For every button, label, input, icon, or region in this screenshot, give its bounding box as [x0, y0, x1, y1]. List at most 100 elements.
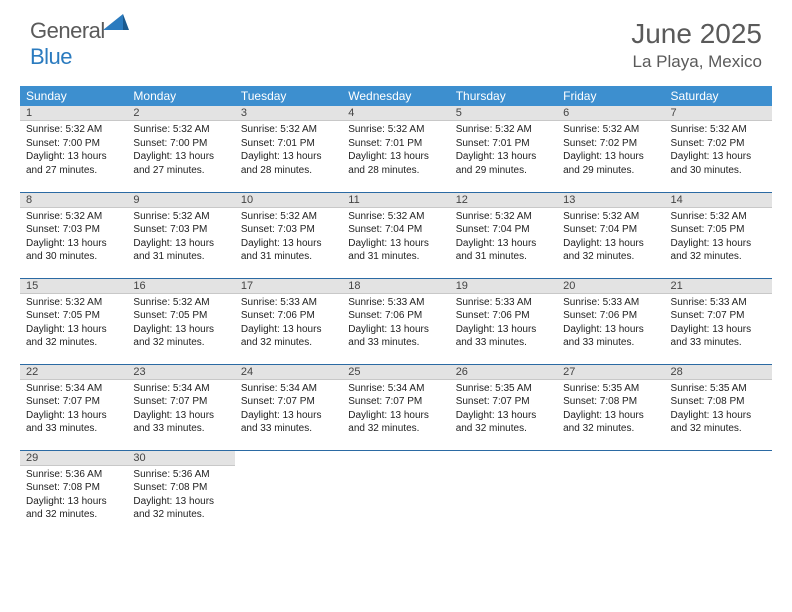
calendar-day-cell: 16Sunrise: 5:32 AMSunset: 7:05 PMDayligh… [127, 278, 234, 364]
sunset-line: Sunset: 7:07 PM [26, 395, 121, 409]
calendar-day-cell: 14Sunrise: 5:32 AMSunset: 7:05 PMDayligh… [665, 192, 772, 278]
sunset-line: Sunset: 7:05 PM [671, 223, 766, 237]
daylight-line: Daylight: 13 hours and 33 minutes. [241, 409, 336, 436]
weekday-header: Thursday [450, 86, 557, 106]
sunset-line: Sunset: 7:05 PM [26, 309, 121, 323]
weekday-header: Saturday [665, 86, 772, 106]
day-number: 17 [235, 279, 342, 294]
calendar-day-cell: 8Sunrise: 5:32 AMSunset: 7:03 PMDaylight… [20, 192, 127, 278]
sunrise-line: Sunrise: 5:36 AM [133, 468, 228, 482]
sunset-line: Sunset: 7:06 PM [456, 309, 551, 323]
weekday-header: Sunday [20, 86, 127, 106]
sunset-line: Sunset: 7:03 PM [241, 223, 336, 237]
sunrise-line: Sunrise: 5:32 AM [348, 123, 443, 137]
calendar-day-cell: 3Sunrise: 5:32 AMSunset: 7:01 PMDaylight… [235, 106, 342, 192]
daylight-line: Daylight: 13 hours and 33 minutes. [671, 323, 766, 350]
calendar-day-cell: 2Sunrise: 5:32 AMSunset: 7:00 PMDaylight… [127, 106, 234, 192]
day-details: Sunrise: 5:32 AMSunset: 7:04 PMDaylight:… [342, 208, 449, 268]
calendar-day-cell: 9Sunrise: 5:32 AMSunset: 7:03 PMDaylight… [127, 192, 234, 278]
day-number: 4 [342, 106, 449, 121]
calendar-week-row: 1Sunrise: 5:32 AMSunset: 7:00 PMDaylight… [20, 106, 772, 192]
calendar-day-cell [557, 450, 664, 536]
sunset-line: Sunset: 7:03 PM [26, 223, 121, 237]
calendar-week-row: 29Sunrise: 5:36 AMSunset: 7:08 PMDayligh… [20, 450, 772, 536]
day-number: 12 [450, 193, 557, 208]
daylight-line: Daylight: 13 hours and 32 minutes. [26, 495, 121, 522]
sunset-line: Sunset: 7:03 PM [133, 223, 228, 237]
daylight-line: Daylight: 13 hours and 28 minutes. [348, 150, 443, 177]
daylight-line: Daylight: 13 hours and 32 minutes. [671, 409, 766, 436]
weekday-header: Tuesday [235, 86, 342, 106]
sunrise-line: Sunrise: 5:34 AM [133, 382, 228, 396]
day-number: 26 [450, 365, 557, 380]
sunrise-line: Sunrise: 5:32 AM [241, 210, 336, 224]
calendar-day-cell: 20Sunrise: 5:33 AMSunset: 7:06 PMDayligh… [557, 278, 664, 364]
calendar-day-cell: 23Sunrise: 5:34 AMSunset: 7:07 PMDayligh… [127, 364, 234, 450]
calendar-day-cell: 26Sunrise: 5:35 AMSunset: 7:07 PMDayligh… [450, 364, 557, 450]
sunrise-line: Sunrise: 5:32 AM [26, 296, 121, 310]
sunset-line: Sunset: 7:01 PM [456, 137, 551, 151]
day-number: 24 [235, 365, 342, 380]
calendar-day-cell: 30Sunrise: 5:36 AMSunset: 7:08 PMDayligh… [127, 450, 234, 536]
month-title: June 2025 [631, 18, 762, 50]
sunrise-line: Sunrise: 5:32 AM [671, 123, 766, 137]
calendar-day-cell: 5Sunrise: 5:32 AMSunset: 7:01 PMDaylight… [450, 106, 557, 192]
sunrise-line: Sunrise: 5:32 AM [563, 123, 658, 137]
sunrise-line: Sunrise: 5:35 AM [456, 382, 551, 396]
calendar-day-cell: 12Sunrise: 5:32 AMSunset: 7:04 PMDayligh… [450, 192, 557, 278]
calendar-day-cell: 1Sunrise: 5:32 AMSunset: 7:00 PMDaylight… [20, 106, 127, 192]
daylight-line: Daylight: 13 hours and 31 minutes. [348, 237, 443, 264]
calendar-day-cell: 19Sunrise: 5:33 AMSunset: 7:06 PMDayligh… [450, 278, 557, 364]
sunset-line: Sunset: 7:07 PM [133, 395, 228, 409]
day-number: 6 [557, 106, 664, 121]
day-details: Sunrise: 5:36 AMSunset: 7:08 PMDaylight:… [20, 466, 127, 526]
sunset-line: Sunset: 7:00 PM [26, 137, 121, 151]
calendar-day-cell: 7Sunrise: 5:32 AMSunset: 7:02 PMDaylight… [665, 106, 772, 192]
day-number: 22 [20, 365, 127, 380]
daylight-line: Daylight: 13 hours and 33 minutes. [26, 409, 121, 436]
daylight-line: Daylight: 13 hours and 32 minutes. [348, 409, 443, 436]
day-details: Sunrise: 5:32 AMSunset: 7:04 PMDaylight:… [450, 208, 557, 268]
day-details: Sunrise: 5:33 AMSunset: 7:06 PMDaylight:… [557, 294, 664, 354]
day-number: 1 [20, 106, 127, 121]
daylight-line: Daylight: 13 hours and 33 minutes. [348, 323, 443, 350]
sunrise-line: Sunrise: 5:32 AM [26, 123, 121, 137]
weekday-header: Monday [127, 86, 234, 106]
sunset-line: Sunset: 7:08 PM [671, 395, 766, 409]
daylight-line: Daylight: 13 hours and 31 minutes. [456, 237, 551, 264]
day-details: Sunrise: 5:32 AMSunset: 7:00 PMDaylight:… [127, 121, 234, 181]
daylight-line: Daylight: 13 hours and 31 minutes. [241, 237, 336, 264]
daylight-line: Daylight: 13 hours and 32 minutes. [671, 237, 766, 264]
day-details: Sunrise: 5:34 AMSunset: 7:07 PMDaylight:… [235, 380, 342, 440]
calendar-body: 1Sunrise: 5:32 AMSunset: 7:00 PMDaylight… [20, 106, 772, 536]
daylight-line: Daylight: 13 hours and 32 minutes. [563, 237, 658, 264]
daylight-line: Daylight: 13 hours and 27 minutes. [133, 150, 228, 177]
day-number: 30 [127, 451, 234, 466]
sunset-line: Sunset: 7:06 PM [563, 309, 658, 323]
day-details: Sunrise: 5:32 AMSunset: 7:00 PMDaylight:… [20, 121, 127, 181]
sunset-line: Sunset: 7:08 PM [133, 481, 228, 495]
sunset-line: Sunset: 7:06 PM [348, 309, 443, 323]
day-number: 14 [665, 193, 772, 208]
sunrise-line: Sunrise: 5:32 AM [133, 123, 228, 137]
day-number: 11 [342, 193, 449, 208]
sunrise-line: Sunrise: 5:36 AM [26, 468, 121, 482]
calendar-day-cell: 18Sunrise: 5:33 AMSunset: 7:06 PMDayligh… [342, 278, 449, 364]
daylight-line: Daylight: 13 hours and 32 minutes. [241, 323, 336, 350]
sunset-line: Sunset: 7:00 PM [133, 137, 228, 151]
sunrise-line: Sunrise: 5:33 AM [241, 296, 336, 310]
brand-part1: General [30, 18, 105, 43]
day-details: Sunrise: 5:32 AMSunset: 7:01 PMDaylight:… [342, 121, 449, 181]
day-number: 13 [557, 193, 664, 208]
sunrise-line: Sunrise: 5:33 AM [563, 296, 658, 310]
daylight-line: Daylight: 13 hours and 32 minutes. [563, 409, 658, 436]
sunset-line: Sunset: 7:05 PM [133, 309, 228, 323]
day-number: 15 [20, 279, 127, 294]
day-details: Sunrise: 5:32 AMSunset: 7:05 PMDaylight:… [20, 294, 127, 354]
calendar-day-cell: 21Sunrise: 5:33 AMSunset: 7:07 PMDayligh… [665, 278, 772, 364]
sunset-line: Sunset: 7:07 PM [456, 395, 551, 409]
day-number: 8 [20, 193, 127, 208]
sunset-line: Sunset: 7:08 PM [563, 395, 658, 409]
sunset-line: Sunset: 7:04 PM [563, 223, 658, 237]
sunrise-line: Sunrise: 5:32 AM [133, 296, 228, 310]
